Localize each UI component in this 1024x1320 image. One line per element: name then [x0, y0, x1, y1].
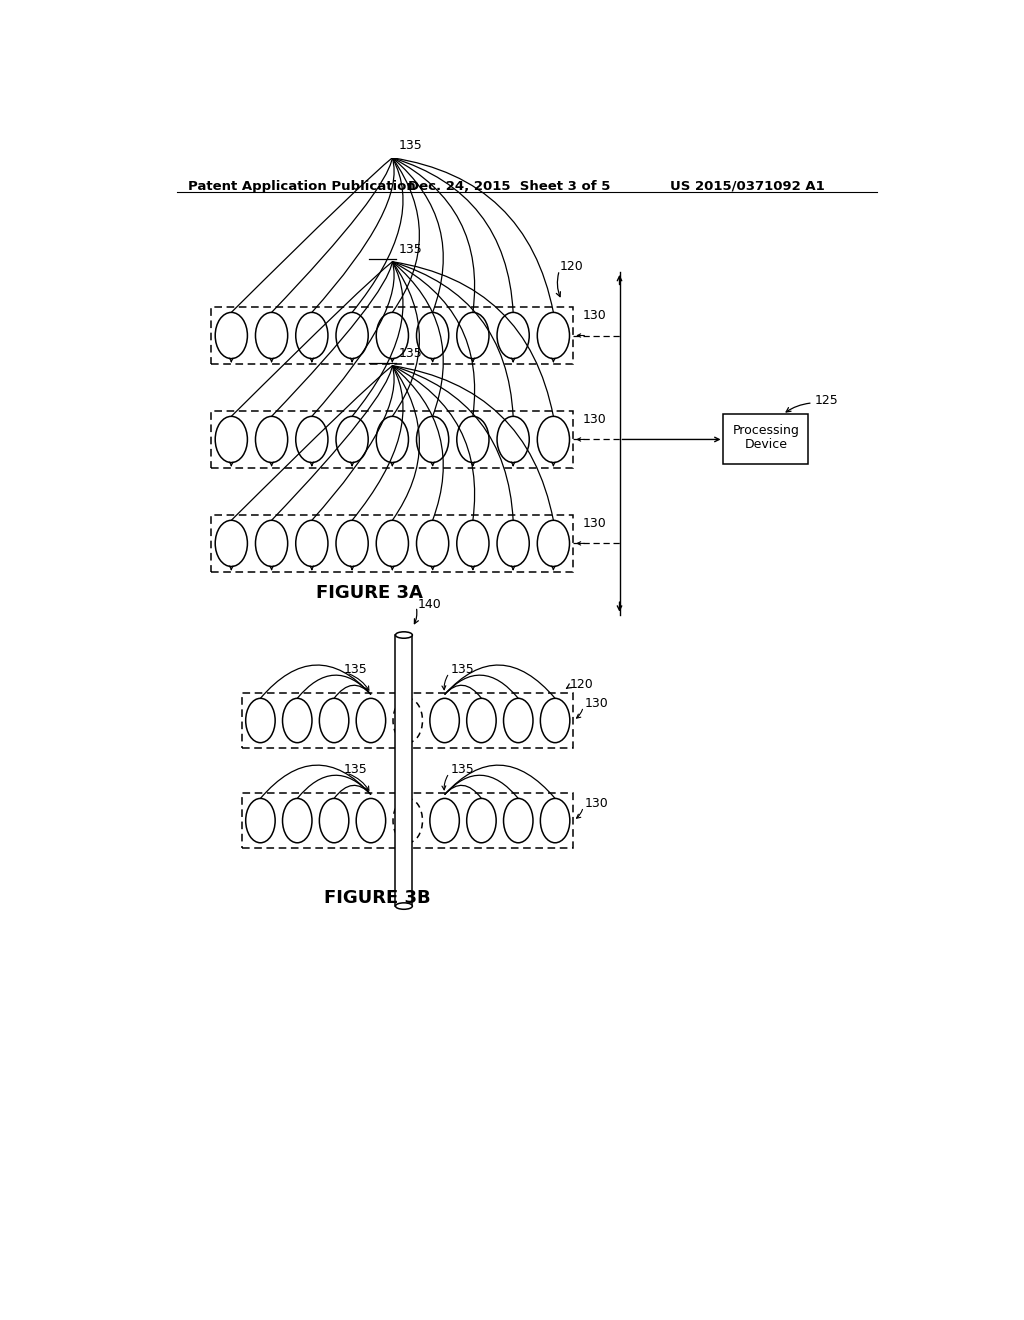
FancyArrowPatch shape — [349, 774, 369, 791]
Text: 135: 135 — [451, 663, 474, 676]
Ellipse shape — [283, 799, 312, 842]
Ellipse shape — [283, 698, 312, 743]
Ellipse shape — [393, 698, 423, 743]
Ellipse shape — [215, 520, 248, 566]
Text: 135: 135 — [344, 763, 368, 776]
Ellipse shape — [497, 520, 529, 566]
Ellipse shape — [504, 698, 534, 743]
FancyArrowPatch shape — [786, 403, 810, 412]
Ellipse shape — [255, 520, 288, 566]
Ellipse shape — [457, 416, 489, 462]
Text: 125: 125 — [814, 395, 838, 407]
Text: 130: 130 — [585, 697, 608, 710]
Ellipse shape — [457, 520, 489, 566]
FancyArrowPatch shape — [556, 273, 560, 297]
Bar — [395, 635, 413, 906]
Ellipse shape — [296, 313, 328, 359]
Ellipse shape — [541, 698, 569, 743]
Ellipse shape — [296, 416, 328, 462]
Bar — [243, 793, 573, 849]
FancyArrowPatch shape — [442, 775, 447, 789]
Bar — [243, 693, 573, 748]
Bar — [211, 306, 573, 364]
Text: 130: 130 — [583, 309, 606, 322]
Text: FIGURE 3A: FIGURE 3A — [315, 585, 423, 602]
Ellipse shape — [417, 313, 449, 359]
Ellipse shape — [376, 416, 409, 462]
Ellipse shape — [319, 698, 349, 743]
Text: 135: 135 — [398, 139, 422, 152]
Ellipse shape — [356, 799, 386, 842]
Text: FIGURE 3B: FIGURE 3B — [324, 888, 430, 907]
FancyArrowPatch shape — [442, 676, 447, 690]
FancyArrowPatch shape — [415, 610, 419, 623]
Ellipse shape — [497, 416, 529, 462]
Bar — [724, 414, 808, 465]
Ellipse shape — [467, 799, 497, 842]
Text: 130: 130 — [585, 797, 608, 810]
Ellipse shape — [467, 698, 497, 743]
Ellipse shape — [246, 799, 275, 842]
Ellipse shape — [538, 520, 569, 566]
Text: Patent Application Publication: Patent Application Publication — [188, 180, 416, 193]
Ellipse shape — [255, 416, 288, 462]
Ellipse shape — [395, 903, 413, 909]
Ellipse shape — [336, 520, 369, 566]
Ellipse shape — [417, 520, 449, 566]
Ellipse shape — [538, 313, 569, 359]
Ellipse shape — [215, 416, 248, 462]
Text: 135: 135 — [398, 347, 422, 359]
Ellipse shape — [395, 632, 413, 639]
Text: Processing: Processing — [732, 424, 800, 437]
Text: 135: 135 — [398, 243, 422, 256]
Ellipse shape — [504, 799, 534, 842]
Text: Device: Device — [744, 437, 787, 450]
Text: 120: 120 — [569, 677, 593, 690]
Ellipse shape — [417, 416, 449, 462]
Ellipse shape — [541, 799, 569, 842]
Text: Dec. 24, 2015  Sheet 3 of 5: Dec. 24, 2015 Sheet 3 of 5 — [408, 180, 610, 193]
Ellipse shape — [215, 313, 248, 359]
Text: 135: 135 — [344, 663, 368, 676]
Ellipse shape — [336, 313, 369, 359]
Ellipse shape — [376, 313, 409, 359]
Text: US 2015/0371092 A1: US 2015/0371092 A1 — [670, 180, 824, 193]
Ellipse shape — [393, 799, 423, 842]
Ellipse shape — [430, 799, 460, 842]
FancyArrowPatch shape — [577, 709, 583, 718]
Ellipse shape — [376, 520, 409, 566]
Text: 120: 120 — [559, 260, 584, 273]
Ellipse shape — [246, 698, 275, 743]
Text: 140: 140 — [418, 598, 441, 611]
Ellipse shape — [255, 313, 288, 359]
Text: 130: 130 — [583, 516, 606, 529]
Ellipse shape — [296, 520, 328, 566]
FancyArrowPatch shape — [566, 684, 571, 689]
Ellipse shape — [457, 313, 489, 359]
FancyArrowPatch shape — [577, 809, 583, 818]
Text: 130: 130 — [583, 413, 606, 426]
Bar — [211, 515, 573, 573]
Ellipse shape — [538, 416, 569, 462]
Bar — [211, 411, 573, 469]
Ellipse shape — [497, 313, 529, 359]
Ellipse shape — [336, 416, 369, 462]
Ellipse shape — [356, 698, 386, 743]
Ellipse shape — [430, 698, 460, 743]
Text: 135: 135 — [451, 763, 474, 776]
Ellipse shape — [319, 799, 349, 842]
FancyArrowPatch shape — [349, 675, 369, 690]
